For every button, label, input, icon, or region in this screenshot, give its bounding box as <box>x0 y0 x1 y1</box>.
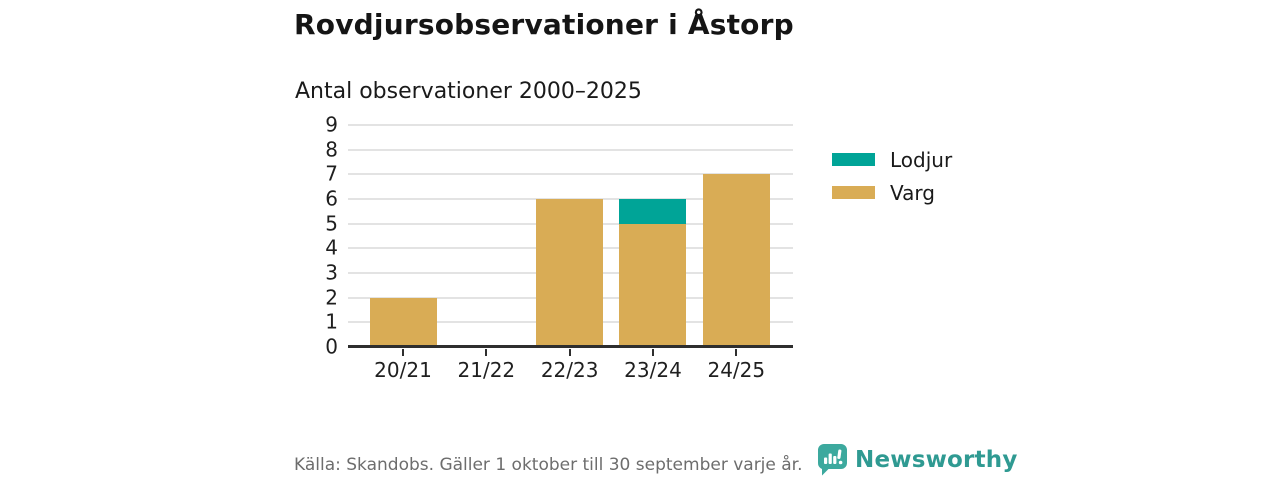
legend-swatch-lodjur <box>832 153 875 166</box>
brand-logo: Newsworthy <box>817 443 1018 476</box>
gridline <box>348 148 793 151</box>
x-tick <box>651 349 654 356</box>
legend-swatch-varg <box>832 186 875 199</box>
x-tick-label: 22/23 <box>540 358 599 382</box>
y-tick-label: 7 <box>325 161 338 186</box>
y-tick-label: 9 <box>325 112 338 137</box>
gridline <box>348 173 793 176</box>
legend: Lodjur Varg <box>832 143 952 209</box>
x-tick <box>568 349 571 356</box>
y-tick-label: 4 <box>325 235 338 260</box>
x-tick-label: 21/22 <box>457 358 516 382</box>
y-tick-label: 2 <box>325 285 338 310</box>
gridline <box>348 124 793 126</box>
source-note: Källa: Skandobs. Gäller 1 oktober till 3… <box>294 455 803 475</box>
bar-segment-varg-23/24 <box>619 223 687 347</box>
x-tick-label: 24/25 <box>707 358 766 382</box>
y-tick-label: 5 <box>325 211 338 236</box>
chart-subtitle: Antal observationer 2000–2025 <box>295 79 642 104</box>
plot-area <box>348 124 793 348</box>
y-tick-label: 0 <box>325 334 338 359</box>
y-tick-label: 8 <box>325 137 338 162</box>
y-tick-label: 3 <box>325 260 338 285</box>
x-tick-label: 20/21 <box>374 358 432 382</box>
y-tick-label: 6 <box>325 186 338 211</box>
x-tick <box>485 349 488 356</box>
legend-label-lodjur: Lodjur <box>890 147 953 172</box>
x-tick <box>735 349 738 356</box>
chart-title: Rovdjursobservationer i Åstorp <box>294 8 794 41</box>
x-axis-line <box>348 345 793 348</box>
y-tick-label: 1 <box>325 309 338 334</box>
brand-name: Newsworthy <box>855 446 1018 473</box>
bar-segment-varg-22/23 <box>536 199 604 347</box>
legend-label-varg: Varg <box>890 180 935 205</box>
bar-segment-varg-24/25 <box>702 174 770 347</box>
legend-item-varg: Varg <box>832 176 952 209</box>
bar-segment-varg-20/21 <box>369 297 437 347</box>
x-tick-label: 23/24 <box>624 358 682 382</box>
legend-item-lodjur: Lodjur <box>832 143 952 176</box>
newsworthy-bar-chart-icon <box>817 444 847 476</box>
x-tick <box>402 349 404 356</box>
bar-segment-lodjur-23/24 <box>619 199 687 224</box>
